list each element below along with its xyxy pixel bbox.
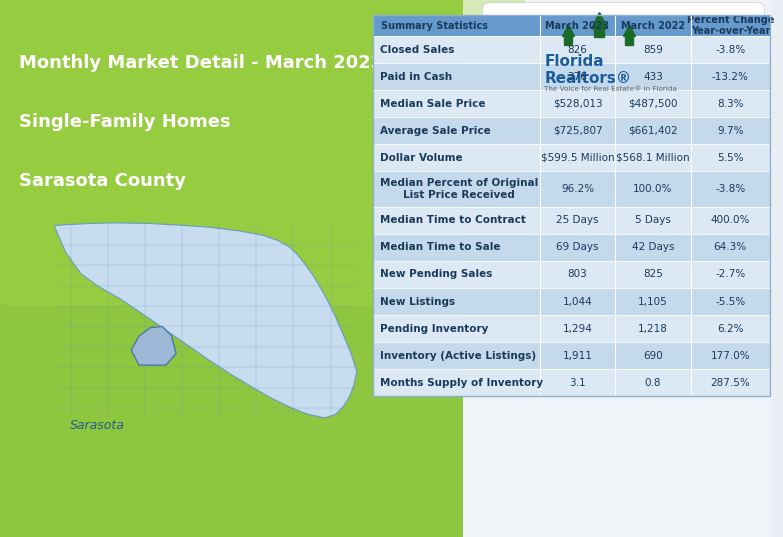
FancyBboxPatch shape: [482, 3, 765, 124]
Text: 5.5%: 5.5%: [717, 153, 744, 163]
FancyBboxPatch shape: [373, 36, 770, 63]
Text: 1,218: 1,218: [638, 324, 668, 333]
Text: Florida: Florida: [544, 54, 604, 69]
Text: 25 Days: 25 Days: [556, 215, 599, 226]
Text: 6.2%: 6.2%: [717, 324, 744, 333]
Text: 96.2%: 96.2%: [561, 184, 594, 194]
Text: $487,500: $487,500: [628, 99, 677, 108]
Text: 42 Days: 42 Days: [632, 242, 674, 252]
Text: Pending Inventory: Pending Inventory: [380, 324, 488, 333]
Text: Closed Sales: Closed Sales: [380, 45, 454, 55]
Text: 433: 433: [643, 71, 663, 82]
Text: 5 Days: 5 Days: [635, 215, 671, 226]
Text: Average Sale Price: Average Sale Price: [380, 126, 490, 136]
Text: Paid in Cash: Paid in Cash: [380, 71, 452, 82]
Text: 287.5%: 287.5%: [710, 378, 750, 388]
Text: 177.0%: 177.0%: [710, 351, 750, 361]
Text: 825: 825: [643, 270, 663, 279]
Polygon shape: [54, 223, 357, 418]
FancyBboxPatch shape: [373, 369, 770, 396]
Text: 69 Days: 69 Days: [556, 242, 599, 252]
Text: $568.1 Million: $568.1 Million: [616, 153, 690, 163]
Text: New Listings: New Listings: [380, 296, 455, 307]
Text: Median Percent of Original
List Price Received: Median Percent of Original List Price Re…: [380, 178, 538, 200]
Text: Percent Change
Year-over-Year: Percent Change Year-over-Year: [687, 14, 774, 37]
Text: Median Time to Sale: Median Time to Sale: [380, 242, 500, 252]
Text: 3.1: 3.1: [569, 378, 586, 388]
Text: $599.5 Million: $599.5 Million: [541, 153, 615, 163]
FancyBboxPatch shape: [0, 0, 525, 306]
Text: 803: 803: [568, 270, 587, 279]
Text: $725,807: $725,807: [553, 126, 602, 136]
Text: 859: 859: [643, 45, 663, 55]
Text: Months Supply of Inventory: Months Supply of Inventory: [380, 378, 543, 388]
Text: Realtors®: Realtors®: [544, 71, 632, 86]
FancyBboxPatch shape: [373, 15, 770, 36]
FancyBboxPatch shape: [373, 288, 770, 315]
Text: 1,105: 1,105: [638, 296, 668, 307]
Text: 690: 690: [643, 351, 662, 361]
Text: Inventory (Active Listings): Inventory (Active Listings): [380, 351, 536, 361]
FancyBboxPatch shape: [373, 63, 770, 90]
FancyBboxPatch shape: [0, 0, 479, 537]
Text: $661,402: $661,402: [628, 126, 678, 136]
Text: 1,044: 1,044: [563, 296, 593, 307]
Text: Single-Family Homes: Single-Family Homes: [20, 113, 231, 131]
Text: 400.0%: 400.0%: [711, 215, 750, 226]
Text: -3.8%: -3.8%: [715, 45, 745, 55]
Text: -5.5%: -5.5%: [715, 296, 745, 307]
FancyBboxPatch shape: [373, 117, 770, 144]
Text: 100.0%: 100.0%: [633, 184, 673, 194]
Text: New Pending Sales: New Pending Sales: [380, 270, 492, 279]
Text: March 2022: March 2022: [621, 20, 685, 31]
Text: 826: 826: [568, 45, 587, 55]
Text: The Voice for Real Estate® in Florida: The Voice for Real Estate® in Florida: [544, 86, 677, 92]
Text: 0.8: 0.8: [644, 378, 661, 388]
Text: 376: 376: [568, 71, 587, 82]
Text: Summary Statistics: Summary Statistics: [381, 20, 489, 31]
FancyBboxPatch shape: [373, 171, 770, 207]
Text: 1,294: 1,294: [562, 324, 593, 333]
Text: 1,911: 1,911: [562, 351, 593, 361]
Text: 9.7%: 9.7%: [717, 126, 744, 136]
Text: March 2023: March 2023: [546, 20, 609, 31]
Text: Monthly Market Detail - March 2023: Monthly Market Detail - March 2023: [20, 54, 384, 72]
Text: Sarasota: Sarasota: [70, 419, 124, 432]
Text: 64.3%: 64.3%: [714, 242, 747, 252]
FancyBboxPatch shape: [373, 261, 770, 288]
Text: $528,013: $528,013: [553, 99, 602, 108]
Text: -3.8%: -3.8%: [715, 184, 745, 194]
FancyBboxPatch shape: [464, 0, 772, 537]
Text: Sarasota County: Sarasota County: [20, 172, 186, 190]
Text: Median Time to Contract: Median Time to Contract: [380, 215, 525, 226]
Text: -13.2%: -13.2%: [712, 71, 749, 82]
FancyBboxPatch shape: [373, 315, 770, 342]
Polygon shape: [132, 326, 176, 365]
Text: 8.3%: 8.3%: [717, 99, 744, 108]
FancyBboxPatch shape: [373, 144, 770, 171]
Text: -2.7%: -2.7%: [715, 270, 745, 279]
FancyBboxPatch shape: [373, 234, 770, 261]
Text: Dollar Volume: Dollar Volume: [380, 153, 462, 163]
FancyBboxPatch shape: [373, 342, 770, 369]
Text: Median Sale Price: Median Sale Price: [380, 99, 485, 108]
FancyBboxPatch shape: [373, 207, 770, 234]
FancyBboxPatch shape: [373, 90, 770, 117]
